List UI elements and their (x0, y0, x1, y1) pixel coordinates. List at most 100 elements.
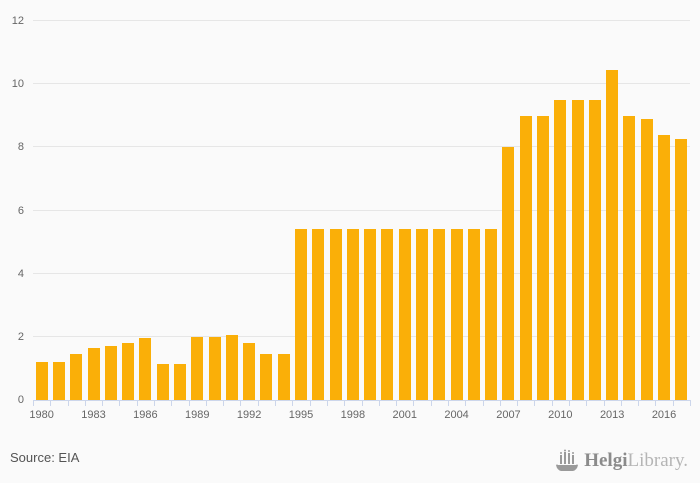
x-axis-tick (205, 400, 207, 406)
x-axis-tick (154, 400, 156, 406)
bar-1994[interactable] (277, 354, 290, 400)
x-axis-tick (672, 400, 674, 406)
x-axis-tick (344, 400, 346, 406)
x-axis-label-1980: 1980 (29, 409, 54, 421)
bar-2017[interactable] (675, 139, 688, 400)
bar-1988[interactable] (173, 363, 186, 400)
x-axis-tick (309, 400, 311, 406)
x-axis-tick (50, 400, 52, 406)
gridline-6 (33, 209, 690, 211)
bar-1981[interactable] (52, 362, 65, 400)
bar-1993[interactable] (260, 354, 273, 400)
x-axis-tick (603, 400, 605, 406)
brand-wordmark: HelgiLibrary. (584, 448, 688, 474)
bar-1997[interactable] (329, 229, 342, 400)
x-axis-tick (499, 400, 501, 406)
bar-2008[interactable] (519, 115, 532, 400)
x-axis-line (33, 400, 690, 401)
bar-2003[interactable] (433, 229, 446, 400)
x-axis-tick (396, 400, 398, 406)
y-axis-label-4: 4 (17, 267, 24, 280)
x-axis-label-1995: 1995 (288, 409, 314, 421)
x-axis-tick (586, 400, 588, 406)
y-axis-label-12: 12 (11, 15, 24, 27)
bar-1989[interactable] (191, 336, 204, 400)
gridline-2 (33, 335, 690, 337)
x-axis-tick (136, 400, 138, 406)
x-axis-tick (620, 400, 622, 406)
bar-1998[interactable] (346, 229, 359, 400)
x-axis-tick (534, 400, 536, 406)
x-axis-tick (638, 400, 640, 406)
bar-2002[interactable] (416, 229, 428, 400)
bar-1982[interactable] (70, 354, 83, 400)
bar-1991[interactable] (225, 335, 238, 400)
x-axis-tick (102, 400, 104, 406)
x-axis-tick (292, 400, 294, 406)
x-axis-label-1992: 1992 (236, 409, 262, 421)
bar-1996[interactable] (312, 229, 325, 400)
x-axis-tick (655, 400, 657, 406)
x-axis-label-2010: 2010 (548, 409, 573, 421)
x-axis-tick (119, 400, 121, 406)
bar-1985[interactable] (122, 343, 135, 400)
bar-2009[interactable] (537, 115, 550, 400)
gridline-12 (33, 20, 690, 21)
x-axis-tick (378, 400, 380, 406)
bar-2015[interactable] (640, 118, 653, 400)
x-axis-label-2013: 2013 (599, 409, 625, 421)
x-axis-tick (517, 400, 519, 406)
helgi-ship-icon (556, 449, 579, 471)
y-axis-label-6: 6 (17, 204, 24, 217)
x-axis-tick (413, 400, 415, 406)
x-axis-label-1983: 1983 (81, 409, 106, 421)
x-axis-tick (430, 400, 432, 406)
bar-2011[interactable] (571, 99, 584, 400)
bar-2013[interactable] (606, 69, 619, 400)
x-axis-tick (690, 400, 691, 406)
bar-1984[interactable] (104, 346, 117, 400)
bar-2005[interactable] (467, 229, 480, 400)
gridline-10 (33, 83, 690, 85)
bar-1992[interactable] (243, 343, 256, 400)
helgi-library-logo[interactable]: HelgiLibrary. (555, 446, 688, 476)
gridline-8 (33, 146, 690, 148)
bar-1983[interactable] (87, 347, 100, 400)
y-axis-label-10: 10 (11, 78, 24, 91)
bar-1990[interactable] (208, 336, 221, 400)
x-axis-tick (188, 400, 190, 406)
bar-2012[interactable] (588, 99, 601, 400)
bar-2001[interactable] (398, 229, 411, 400)
bar-1986[interactable] (139, 338, 152, 400)
bar-2016[interactable] (658, 134, 671, 400)
x-axis-tick (240, 400, 242, 406)
x-axis-label-1998: 1998 (340, 409, 366, 421)
bar-1995[interactable] (294, 229, 307, 400)
x-axis-tick (223, 400, 225, 406)
bar-2010[interactable] (554, 99, 567, 400)
bar-1999[interactable] (364, 229, 377, 400)
bar-2004[interactable] (450, 229, 463, 400)
bar-2014[interactable] (623, 115, 636, 400)
bar-1980[interactable] (35, 362, 48, 400)
bar-2006[interactable] (485, 229, 498, 400)
bar-2007[interactable] (502, 147, 515, 400)
plot-area (33, 20, 690, 401)
x-axis-tick (275, 400, 277, 406)
y-axis-label-0: 0 (17, 394, 24, 406)
x-axis-tick (171, 400, 173, 406)
x-axis-label-2016: 2016 (651, 409, 677, 421)
bar-2000[interactable] (381, 229, 394, 400)
gridline-4 (33, 272, 690, 274)
bar-1987[interactable] (156, 363, 169, 400)
source-label: Source: EIA (10, 450, 80, 465)
x-axis-label-1986: 1986 (133, 409, 158, 421)
x-axis-tick (551, 400, 553, 406)
y-axis-label-2: 2 (17, 330, 24, 343)
x-axis-tick (465, 400, 467, 406)
brand-name-secondary: Library. (627, 450, 689, 471)
x-axis-tick (447, 400, 449, 406)
x-axis-tick (33, 400, 34, 406)
x-axis-tick (326, 400, 328, 406)
x-axis-tick (482, 400, 484, 406)
